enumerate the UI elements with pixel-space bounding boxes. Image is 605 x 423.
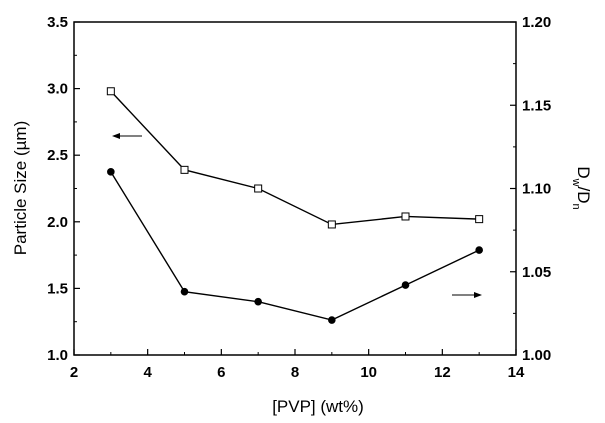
particle-size-point <box>180 165 189 174</box>
x-tick-label: 2 <box>70 364 78 381</box>
particle-size-series-line <box>110 90 480 226</box>
plot-frame <box>73 21 517 356</box>
x-tick-label: 10 <box>360 364 377 381</box>
x-tick-label: 14 <box>508 364 525 381</box>
particle-size-point <box>254 184 263 193</box>
y-right-title-sep: /D <box>574 187 593 204</box>
y-right-tick-label: 1.00 <box>522 347 551 364</box>
arrow-left-axis <box>112 133 142 139</box>
series-group <box>106 87 484 324</box>
y-right-tick-label: 1.20 <box>522 14 551 31</box>
dispersity-point <box>401 281 410 289</box>
y-axis-right-title: Dw/Dn <box>570 166 593 209</box>
dispersity-point <box>254 297 262 306</box>
dispersity-series-line <box>110 171 480 321</box>
y-left-tick-label: 2.0 <box>47 214 68 231</box>
dispersity-point <box>107 168 115 176</box>
arrow-right-axis <box>452 292 482 298</box>
particle-size-point <box>106 87 115 96</box>
y-left-tick-label: 2.5 <box>47 147 68 164</box>
dispersity-point <box>328 316 336 324</box>
y-right-title-d: D <box>574 166 593 178</box>
plot-area <box>73 21 517 356</box>
y-left-tick-label: 1.5 <box>47 280 68 297</box>
particle-size-point <box>327 220 336 229</box>
ticks: 2 4 6 8 10 12 14 1.0 1.5 2.0 2.5 3.0 3.5 1.00 1.05 1.10… <box>47 14 551 381</box>
y-right-tick-label: 1.10 <box>522 181 551 198</box>
y-left-tick-label: 3.0 <box>47 81 68 98</box>
particle-size-point <box>475 215 484 224</box>
particle-size-point <box>401 212 410 221</box>
y-right-title-sub-n: n <box>570 204 582 210</box>
y-right-tick-label: 1.15 <box>522 97 551 114</box>
dispersity-point <box>180 287 189 296</box>
x-tick-label: 4 <box>143 364 152 381</box>
y-left-tick-label: 3.5 <box>47 14 68 31</box>
y-right-tick-label: 1.05 <box>522 264 551 281</box>
x-tick-label: 12 <box>434 364 451 381</box>
y-axis-left-title: Particle Size (µm) <box>11 121 30 255</box>
x-tick-label: 6 <box>217 364 225 381</box>
x-tick-label: 8 <box>291 364 299 381</box>
y-left-tick-label: 1.0 <box>47 347 68 364</box>
x-axis-title: [PVP] (wt%) <box>272 397 364 416</box>
dispersity-point <box>475 246 483 254</box>
y-right-title-sub-w: w <box>570 178 582 187</box>
